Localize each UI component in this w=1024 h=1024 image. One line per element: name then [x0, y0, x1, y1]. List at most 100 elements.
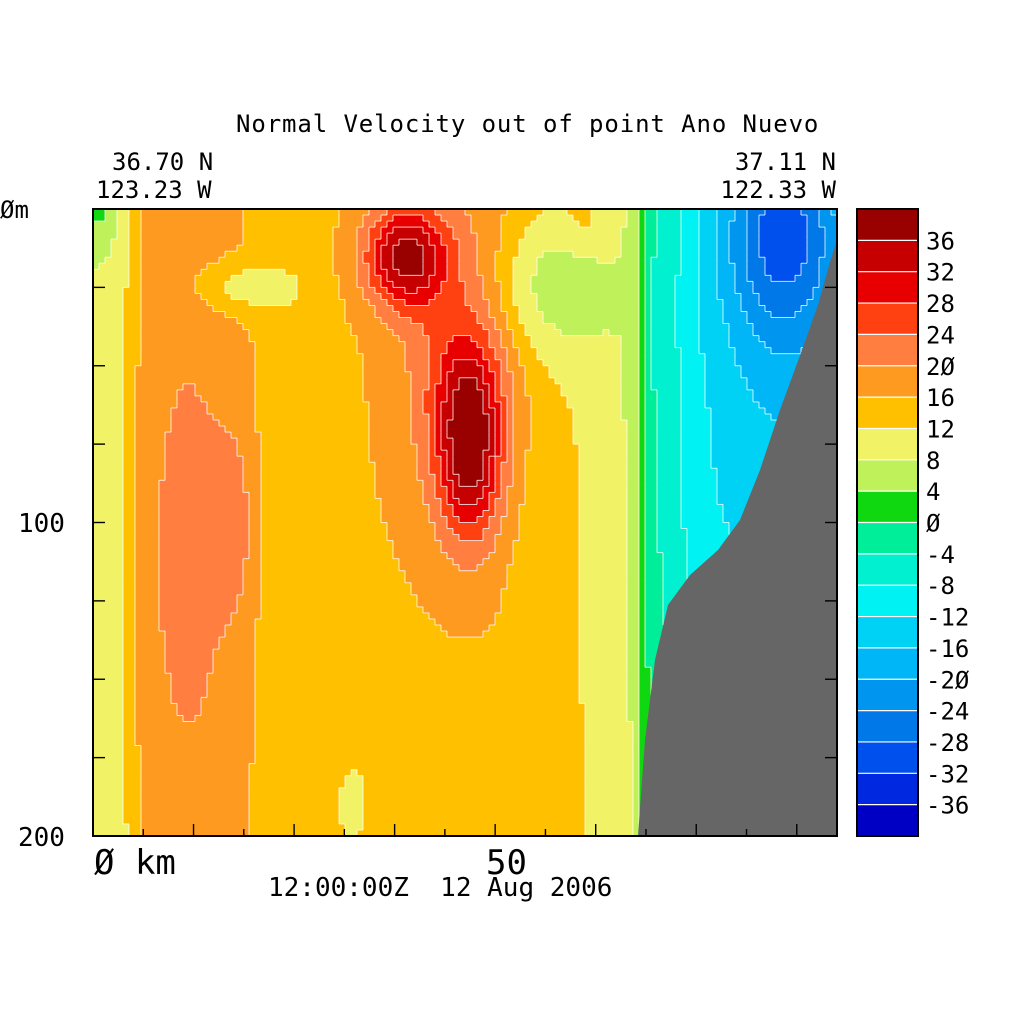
- contour-cell: [825, 245, 832, 252]
- contour-cell: [657, 233, 664, 240]
- contour-cell: [399, 341, 406, 349]
- contour-cell: [669, 317, 676, 325]
- contour-cell: [369, 426, 376, 433]
- contour-cell: [369, 432, 376, 439]
- contour-cell: [477, 299, 484, 307]
- contour-cell: [765, 239, 772, 246]
- contour-cell: [681, 311, 688, 319]
- contour-cell: [147, 438, 154, 445]
- contour-cell: [471, 233, 478, 240]
- contour-cell: [177, 275, 184, 282]
- contour-cell: [723, 305, 730, 313]
- contour-cell: [483, 341, 490, 349]
- contour-cell: [159, 413, 166, 421]
- contour-cell: [153, 263, 160, 270]
- contour-cell: [93, 389, 100, 397]
- contour-cell: [213, 413, 220, 421]
- contour-cell: [603, 432, 610, 439]
- contour-cell: [207, 251, 214, 258]
- contour-cell: [315, 353, 322, 361]
- contour-cell: [429, 269, 436, 276]
- contour-cell: [399, 377, 406, 385]
- contour-cell: [771, 365, 778, 373]
- contour-cell: [165, 257, 172, 264]
- contour-cell: [345, 221, 352, 228]
- contour-cell: [537, 305, 544, 313]
- contour-cell: [249, 395, 256, 403]
- contour-cell: [825, 251, 832, 258]
- contour-cell: [699, 335, 706, 343]
- contour-cell: [135, 281, 142, 288]
- contour-cell: [645, 281, 652, 288]
- contour-cell: [621, 377, 628, 385]
- contour-cell: [621, 263, 628, 270]
- contour-cell: [141, 450, 148, 457]
- contour-cell: [495, 209, 502, 216]
- contour-cell: [105, 341, 112, 349]
- contour-cell: [111, 215, 118, 222]
- contour-cell: [765, 221, 772, 228]
- contour-cell: [753, 432, 760, 439]
- contour-cell: [699, 432, 706, 439]
- contour-cell: [387, 413, 394, 421]
- contour-cell: [309, 420, 316, 427]
- contour-cell: [777, 239, 784, 246]
- contour-cell: [459, 341, 466, 349]
- contour-cell: [339, 335, 346, 343]
- contour-cell: [519, 413, 526, 421]
- contour-cell: [159, 347, 166, 355]
- contour-cell: [759, 227, 766, 234]
- contour-cell: [111, 233, 118, 240]
- contour-cell: [99, 438, 106, 445]
- contour-cell: [351, 426, 358, 433]
- contour-cell: [411, 401, 418, 409]
- contour-cell: [333, 305, 340, 313]
- contour-cell: [279, 420, 286, 427]
- contour-cell: [471, 317, 478, 325]
- contour-cell: [795, 329, 802, 337]
- contour-cell: [747, 365, 754, 373]
- contour-cell: [633, 371, 640, 379]
- contour-cell: [375, 395, 382, 403]
- contour-cell: [543, 347, 550, 355]
- contour-cell: [369, 341, 376, 349]
- contour-cell: [579, 263, 586, 270]
- contour-cell: [171, 269, 178, 276]
- contour-cell: [111, 257, 118, 264]
- contour-cell: [183, 275, 190, 282]
- contour-cell: [489, 335, 496, 343]
- contour-cell: [183, 335, 190, 343]
- contour-cell: [579, 407, 586, 415]
- contour-cell: [405, 359, 412, 367]
- contour-cell: [477, 239, 484, 246]
- contour-cell: [705, 432, 712, 439]
- contour-cell: [465, 245, 472, 252]
- contour-cell: [591, 287, 598, 295]
- contour-cell: [123, 413, 130, 421]
- contour-cell: [351, 432, 358, 439]
- contour-cell: [273, 293, 280, 301]
- contour-cell: [579, 239, 586, 246]
- contour-cell: [165, 215, 172, 222]
- contour-cell: [471, 293, 478, 301]
- contour-cell: [681, 305, 688, 313]
- contour-cell: [741, 347, 748, 355]
- contour-cell: [729, 401, 736, 409]
- contour-cell: [705, 347, 712, 355]
- contour-cell: [651, 305, 658, 313]
- contour-cell: [753, 323, 760, 331]
- contour-cell: [693, 299, 700, 307]
- contour-cell: [663, 341, 670, 349]
- contour-cell: [561, 389, 568, 397]
- contour-cell: [669, 299, 676, 307]
- contour-cell: [657, 365, 664, 373]
- contour-cell: [255, 341, 262, 349]
- contour-cell: [303, 281, 310, 288]
- contour-cell: [573, 426, 580, 433]
- contour-cell: [669, 365, 676, 373]
- contour-cell: [573, 311, 580, 319]
- contour-cell: [183, 281, 190, 288]
- contour-cell: [477, 347, 484, 355]
- contour-cell: [213, 245, 220, 252]
- contour-cell: [663, 359, 670, 367]
